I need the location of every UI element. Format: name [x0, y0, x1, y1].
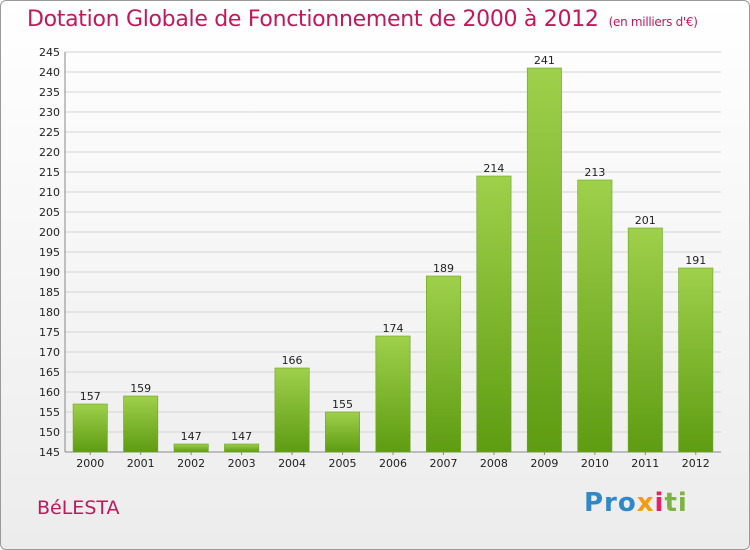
y-tick-label: 235 — [39, 86, 60, 99]
y-tick-label: 170 — [39, 346, 60, 359]
y-tick-label: 155 — [39, 406, 60, 419]
y-tick-label: 205 — [39, 206, 60, 219]
bar — [224, 443, 260, 453]
x-tick-label: 2000 — [76, 457, 104, 470]
bar-value-label: 189 — [433, 262, 454, 275]
bar — [526, 67, 562, 453]
bar-value-label: 174 — [383, 322, 404, 335]
chart-subtitle: (en milliers d'€) — [608, 15, 698, 29]
x-tick-label: 2009 — [530, 457, 558, 470]
chart-title: Dotation Globale de Fonctionnement de 20… — [27, 7, 698, 32]
bar — [375, 335, 411, 453]
bar-value-label: 201 — [635, 214, 656, 227]
commune-name: BéLESTA — [37, 497, 120, 519]
y-tick-label: 160 — [39, 386, 60, 399]
y-tick-label: 145 — [39, 446, 60, 459]
x-tick-label: 2010 — [581, 457, 609, 470]
value-labels: 157 159 147 147 166 155 174 189 214 241 213 201 191 — [80, 54, 707, 443]
x-tick-label: 2008 — [480, 457, 508, 470]
bar-value-label: 166 — [282, 354, 303, 367]
bar — [123, 395, 159, 453]
bar-value-label: 155 — [332, 398, 353, 411]
logo-part: ti — [664, 488, 688, 518]
logo-part: x — [636, 488, 655, 518]
bars — [72, 67, 714, 453]
y-tick-label: 225 — [39, 126, 60, 139]
y-tick-label: 215 — [39, 166, 60, 179]
logo-part: Pro — [584, 488, 637, 518]
y-tick-label: 230 — [39, 106, 60, 119]
bar-value-label: 213 — [584, 166, 605, 179]
y-tick-label: 210 — [39, 186, 60, 199]
x-tick-label: 2011 — [631, 457, 659, 470]
bar — [577, 179, 613, 453]
x-tick-labels: 2000 2001 2002 2003 2004 2005 2006 2007 2008 2009… — [76, 452, 710, 470]
bar-value-label: 147 — [231, 430, 252, 443]
y-tick-label: 195 — [39, 246, 60, 259]
bar-value-label: 157 — [80, 390, 101, 403]
chart-title-text: Dotation Globale de Fonctionnement de 20… — [27, 7, 599, 32]
y-tick-label: 200 — [39, 226, 60, 239]
bar-value-label: 147 — [181, 430, 202, 443]
bar — [678, 267, 714, 453]
bar — [627, 227, 663, 453]
y-tick-label: 180 — [39, 306, 60, 319]
logo-part: i — [654, 488, 665, 518]
bar — [325, 411, 360, 453]
x-tick-label: 2005 — [329, 457, 357, 470]
bar-value-label: 214 — [483, 162, 504, 175]
y-tick-label: 165 — [39, 366, 60, 379]
y-tick-labels: 145 150 155 160 165 170 175 180 185 190 195 200 205 2… — [39, 46, 60, 459]
x-tick-label: 2004 — [278, 457, 306, 470]
x-tick-label: 2006 — [379, 457, 407, 470]
bar — [476, 175, 512, 453]
y-tick-label: 175 — [39, 326, 60, 339]
x-tick-label: 2012 — [682, 457, 710, 470]
y-tick-label: 240 — [39, 66, 60, 79]
x-tick-label: 2001 — [127, 457, 155, 470]
y-tick-label: 190 — [39, 266, 60, 279]
bar-value-label: 159 — [130, 382, 151, 395]
proxiti-logo[interactable]: Proxiti — [584, 488, 688, 518]
bar — [274, 367, 310, 453]
y-tick-label: 185 — [39, 286, 60, 299]
bar-value-label: 241 — [534, 54, 555, 67]
y-tick-label: 220 — [39, 146, 60, 159]
x-tick-label: 2007 — [429, 457, 457, 470]
y-tick-label: 245 — [39, 46, 60, 59]
y-tick-label: 150 — [39, 426, 60, 439]
x-tick-label: 2002 — [177, 457, 205, 470]
bar — [173, 443, 209, 453]
bar — [72, 403, 108, 453]
x-tick-label: 2003 — [228, 457, 256, 470]
bar-value-label: 191 — [685, 254, 706, 267]
bar — [426, 275, 461, 453]
